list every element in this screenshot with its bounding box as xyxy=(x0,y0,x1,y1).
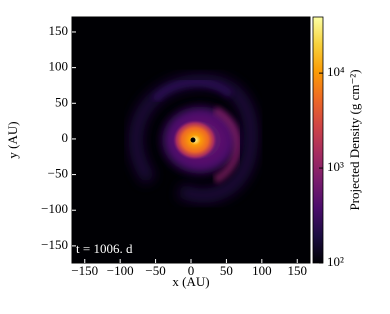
y-tick-label: 0 xyxy=(62,130,69,145)
colorbar xyxy=(312,16,324,264)
colorbar-label: Projected Density (g cm⁻²) xyxy=(347,69,362,210)
x-tick-label: −100 xyxy=(107,263,134,278)
x-tick-label: 0 xyxy=(188,263,195,278)
x-tick-label: −150 xyxy=(71,263,98,278)
y-tick-label: −150 xyxy=(41,237,68,252)
y-tick-label: −50 xyxy=(48,166,68,181)
y-tick-label: 50 xyxy=(55,94,68,109)
x-tick-label: 50 xyxy=(220,263,233,278)
y-tick-label: 150 xyxy=(49,23,69,38)
x-axis-label: x (AU) xyxy=(172,274,209,289)
density-image xyxy=(72,17,310,263)
annotation: t = 1006. d xyxy=(76,241,133,256)
x-tick-label: 150 xyxy=(288,263,308,278)
colorbar-tick-label: 10³ xyxy=(327,159,344,174)
y-axis-label: y (AU) xyxy=(5,121,20,158)
colorbar-tick-label: 10⁴ xyxy=(327,64,345,79)
colorbar-tick-label: 10² xyxy=(327,254,344,269)
y-tick-label: 100 xyxy=(49,59,69,74)
y-tick-label: −100 xyxy=(41,201,68,216)
x-tick-label: −50 xyxy=(145,263,165,278)
x-tick-label: 100 xyxy=(252,263,272,278)
